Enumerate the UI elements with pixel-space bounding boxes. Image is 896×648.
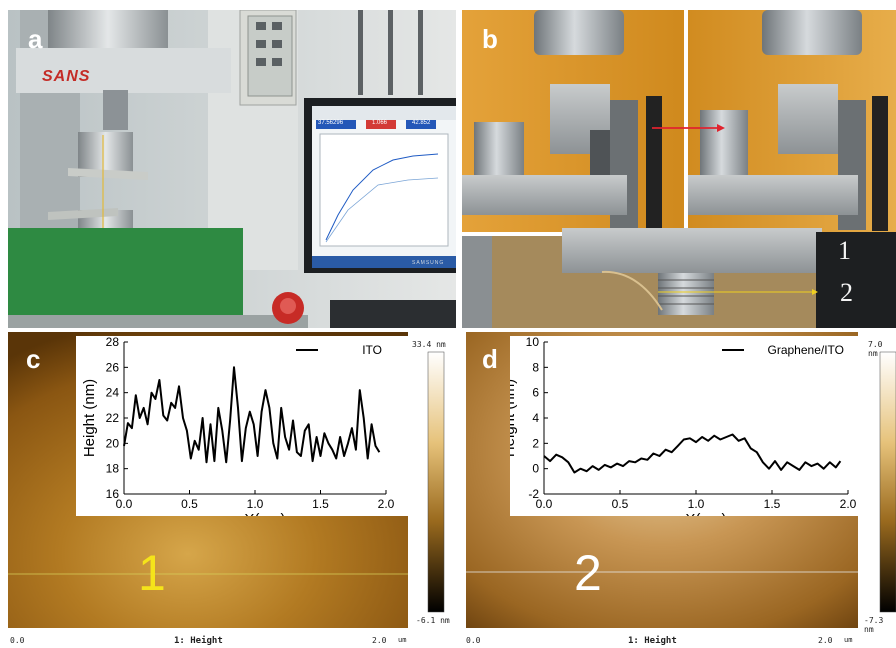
chart-d-series-line (543, 433, 842, 474)
afm-unit-d: um (844, 636, 853, 644)
afm-line-number-c: 1 (138, 545, 166, 601)
chart-c-svg: 16 18 20 22 24 26 28 0.0 0.5 1.0 1.5 2.0 X(μm) Height… (81, 335, 395, 528)
scale-mark-1: 1 (838, 236, 851, 265)
chart-d-svg: -2 0 2 4 6 8 10 0.0 0.5 1.0 1.5 2.0 X(μm) Height (nm)… (501, 335, 857, 528)
chart-c-legend-label: ITO (362, 343, 382, 357)
chart-c-y-tick-label: 26 (106, 360, 120, 374)
panel-d-letter: d (482, 344, 498, 374)
panel-a-photo (8, 10, 456, 328)
chart-d-y-tick-label: 4 (532, 411, 539, 425)
afm-max-c: 33.4 nm (412, 340, 446, 349)
afm-max-d: 7.0 nm (868, 340, 883, 358)
chart-c-x-tick-label: 1.0 (247, 497, 264, 511)
panel-a: a SANS 37.56296 1.066 42.852 SAMSUNG (8, 10, 456, 328)
screen-value-3: 42.852 (412, 120, 431, 126)
chart-c-y-tick-label: 28 (106, 336, 120, 349)
chart-d-legend-label: Graphene/ITO (768, 343, 845, 357)
afm-unit-c: um (398, 636, 407, 644)
brand-logo: SANS (42, 68, 91, 85)
monitor-brand: SAMSUNG (412, 260, 445, 266)
afm-x-end-d: 2.0 (818, 636, 833, 645)
chart-d-y-tick-label: -2 (528, 487, 539, 501)
chart-d-box: -2 0 2 4 6 8 10 0.0 0.5 1.0 1.5 2.0 X(μm) Height (nm)… (501, 335, 858, 528)
chart-c-x-axis-label: X(μm) (244, 511, 285, 516)
afm-x-start-c: 0.0 (10, 636, 25, 645)
chart-d-y-tick-label: 6 (532, 386, 539, 400)
chart-c-y-tick-label: 18 (106, 462, 120, 476)
chart-c-x-tick-label: 0.5 (181, 497, 198, 511)
afm-x-start-d: 0.0 (466, 636, 481, 645)
afm-min-c: -6.1 nm (416, 616, 450, 625)
chart-d-x-tick-label: 1.5 (764, 497, 781, 511)
chart-d-y-tick-label: 8 (532, 360, 539, 374)
chart-c-y-axis-label: Height (nm) (81, 379, 98, 457)
panel-b-letter: b (482, 24, 498, 54)
chart-d-x-tick-label: 1.0 (688, 497, 705, 511)
panel-b-photo (462, 10, 896, 328)
chart-d-y-tick-label: 2 (532, 436, 539, 450)
chart-c-y-tick-label: 22 (106, 411, 120, 425)
chart-d-x-tick-label: 0.0 (536, 497, 553, 511)
screen-value-1: 37.56296 (318, 120, 344, 126)
afm-x-end-c: 2.0 (372, 636, 387, 645)
chart-c-x-tick-label: 0.0 (116, 497, 133, 511)
chart-c-y-tick-label: 24 (106, 386, 120, 400)
afm-caption-c: 1: Height (174, 636, 223, 646)
chart-d-y-axis-label: Height (nm) (510, 379, 518, 457)
panel-c-letter: c (26, 344, 41, 374)
chart-d-x-axis-label: X(μm) (685, 511, 726, 516)
chart-c-box: 16 18 20 22 24 26 28 0.0 0.5 1.0 1.5 2.0 X(μm) Height… (76, 335, 408, 528)
chart-d-x-tick-label: 0.5 (612, 497, 629, 511)
afm-caption-d: 1: Height (628, 636, 677, 646)
panel-c: 16 18 20 22 24 26 28 0.0 0.5 1.0 1.5 2.0 X(μm) Height… (8, 332, 456, 648)
afm-line-number-d: 2 (574, 545, 602, 601)
scale-mark-2: 2 (840, 278, 853, 307)
chart-c-series-line (123, 366, 381, 464)
chart-d-y-tick-label: 0 (532, 462, 539, 476)
chart-d-y-tick-label: 10 (526, 336, 540, 349)
panel-a-letter: a (28, 24, 43, 54)
panel-d: -2 0 2 4 6 8 10 0.0 0.5 1.0 1.5 2.0 X(μm) Height (nm)… (462, 332, 896, 648)
panel-b: b 1 2 (462, 10, 896, 328)
chart-c-x-tick-label: 2.0 (378, 497, 395, 511)
chart-c-x-tick-label: 1.5 (312, 497, 329, 511)
chart-d-x-tick-label: 2.0 (840, 497, 857, 511)
chart-c-y-tick-label: 20 (106, 436, 120, 450)
screen-value-2: 1.066 (372, 120, 388, 126)
afm-min-d: -7.3 nm (864, 616, 884, 634)
chart-c-y-tick-label: 16 (106, 487, 120, 501)
